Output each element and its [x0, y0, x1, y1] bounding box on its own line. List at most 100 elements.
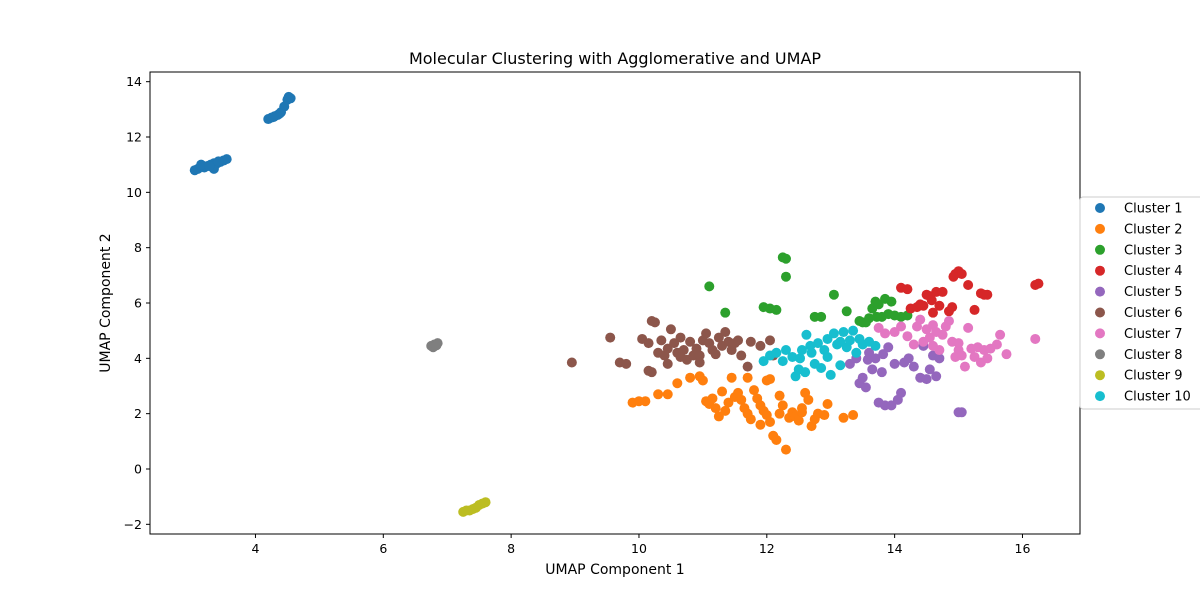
data-point: [803, 394, 814, 405]
data-point: [991, 339, 1002, 350]
data-point: [828, 289, 839, 300]
data-point: [780, 271, 791, 282]
data-point: [694, 357, 705, 368]
data-point: [662, 389, 673, 400]
data-point: [927, 307, 938, 318]
x-tick-label: 10: [631, 541, 647, 556]
data-point: [736, 394, 747, 405]
data-point: [771, 434, 782, 445]
data-point: [959, 361, 970, 372]
y-tick-label: 14: [126, 74, 142, 89]
data-point: [640, 396, 651, 407]
data-point: [902, 331, 913, 342]
data-point: [896, 321, 907, 332]
data-point: [956, 350, 967, 361]
data-point: [816, 363, 827, 374]
data-point: [283, 91, 294, 102]
legend-marker: [1095, 349, 1105, 360]
data-point: [1033, 278, 1044, 289]
data-point: [793, 415, 804, 426]
x-axis-ticks: 4 6 8 10 12 14 16: [251, 534, 1030, 556]
data-point: [822, 351, 833, 362]
data-point: [795, 353, 806, 364]
data-point: [948, 271, 959, 282]
data-point: [982, 353, 993, 364]
data-point: [841, 306, 852, 317]
data-point: [745, 414, 756, 425]
data-point: [480, 497, 491, 508]
legend-label: Cluster 5: [1124, 285, 1183, 300]
chart-title: Molecular Clustering with Agglomerative …: [409, 49, 821, 68]
data-point: [720, 307, 731, 318]
data-point: [796, 345, 807, 356]
legend-label: Cluster 7: [1124, 327, 1183, 342]
data-point: [694, 350, 705, 361]
legend-marker: [1095, 265, 1105, 276]
data-point: [927, 340, 938, 351]
data-point: [816, 311, 827, 322]
data-point: [860, 382, 871, 393]
data-point: [844, 335, 855, 346]
data-point: [662, 358, 673, 369]
data-point: [812, 338, 823, 349]
data-point: [937, 286, 948, 297]
data-point: [956, 268, 967, 279]
data-point: [915, 299, 926, 310]
x-tick-label: 14: [887, 541, 903, 556]
data-point: [431, 340, 442, 351]
data-point: [566, 357, 577, 368]
data-point: [870, 353, 881, 364]
data-point: [995, 329, 1006, 340]
legend-marker: [1095, 328, 1105, 339]
y-tick-label: 12: [126, 130, 142, 145]
series-cluster-5: [844, 340, 967, 418]
y-axis-ticks: −2 0 2 4 6 8 10 12 14: [124, 74, 150, 532]
data-point: [908, 339, 919, 350]
data-point: [685, 372, 696, 383]
series-cluster-6: [566, 315, 779, 378]
y-tick-label: 6: [134, 296, 142, 311]
data-point: [704, 281, 715, 292]
legend-label: Cluster 6: [1124, 306, 1183, 321]
data-point: [838, 412, 849, 423]
data-point: [780, 444, 791, 455]
legend-marker: [1095, 391, 1105, 402]
data-point: [825, 369, 836, 380]
data-point: [886, 296, 897, 307]
series-cluster-1: [189, 91, 296, 176]
data-point: [796, 403, 807, 414]
data-point: [742, 361, 753, 372]
data-point: [643, 338, 654, 349]
legend-label: Cluster 2: [1124, 222, 1183, 237]
data-point: [963, 280, 974, 291]
data-point: [937, 329, 948, 340]
y-tick-label: −2: [124, 517, 142, 532]
data-point: [934, 353, 945, 364]
x-tick-label: 8: [507, 541, 515, 556]
data-point: [819, 410, 830, 421]
series-cluster-8: [426, 338, 443, 353]
data-point: [707, 393, 718, 404]
y-tick-label: 0: [134, 461, 142, 476]
data-point: [720, 327, 731, 338]
data-point: [765, 335, 775, 346]
data-point: [672, 378, 683, 389]
y-tick-label: 4: [134, 351, 142, 366]
legend-marker: [1095, 223, 1105, 234]
series-cluster-2: [627, 371, 859, 455]
legend-label: Cluster 10: [1124, 390, 1191, 405]
data-point: [765, 416, 775, 427]
data-point: [720, 405, 731, 416]
data-point: [862, 354, 873, 365]
y-tick-label: 10: [126, 185, 142, 200]
legend-marker: [1095, 244, 1105, 255]
x-axis-label: UMAP Component 1: [545, 562, 684, 578]
data-point: [649, 317, 660, 328]
series-cluster-3: [704, 252, 913, 328]
data-point: [765, 374, 775, 385]
legend-marker: [1095, 203, 1105, 213]
data-point: [924, 364, 935, 375]
data-point: [915, 314, 926, 325]
series-cluster-7: [873, 314, 1041, 372]
